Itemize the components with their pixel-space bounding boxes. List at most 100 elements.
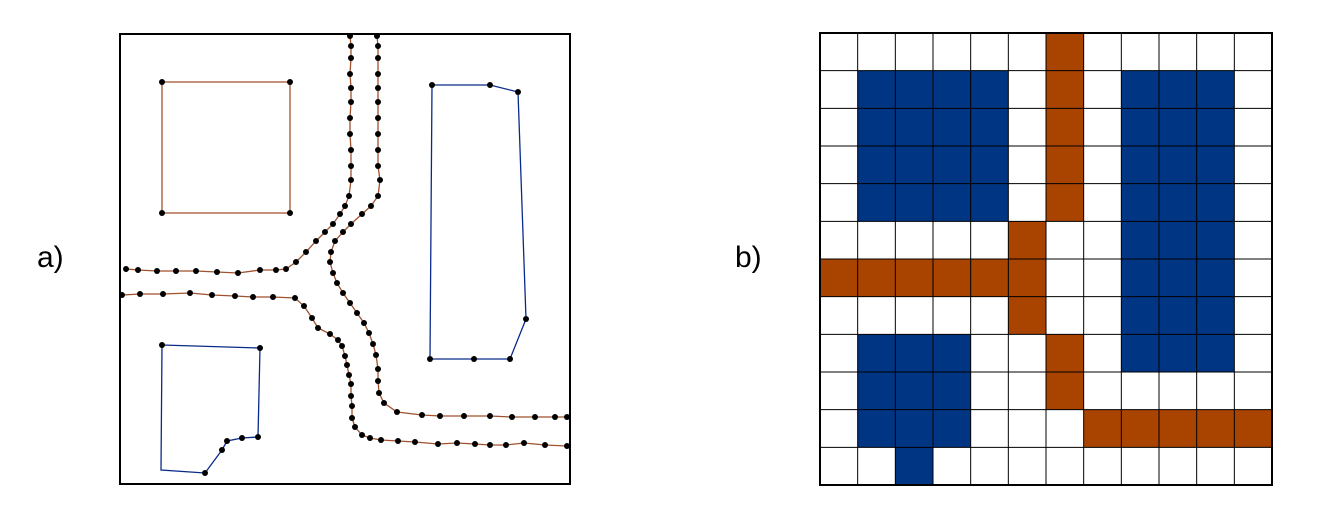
- empty-cell: [1234, 296, 1273, 335]
- empty-cell: [1046, 409, 1084, 448]
- vertex-point: [375, 366, 381, 372]
- vertex-point: [348, 43, 354, 49]
- empty-cell: [933, 221, 971, 260]
- vertex-point: [346, 193, 352, 199]
- empty-cell: [1234, 33, 1273, 71]
- building-cell: [1159, 334, 1197, 373]
- vertex-point: [378, 437, 384, 443]
- empty-cell: [1234, 259, 1273, 297]
- road-cell: [1046, 70, 1084, 109]
- building-cell: [1121, 70, 1160, 109]
- raster-grid-lines: [819, 32, 1273, 486]
- vertex-point: [349, 403, 355, 409]
- empty-cell: [1046, 259, 1084, 297]
- empty-cell: [857, 296, 896, 335]
- vertex-point: [137, 291, 143, 297]
- empty-cell: [1008, 409, 1047, 448]
- vertex-point: [250, 294, 256, 300]
- building-cell: [895, 447, 934, 486]
- vertex-point: [375, 147, 381, 153]
- empty-cell: [1159, 447, 1197, 486]
- vertex-point: [273, 267, 279, 273]
- vertex-point: [487, 413, 493, 419]
- empty-cell: [1234, 334, 1273, 373]
- vertex-point: [301, 303, 307, 309]
- building-cell: [857, 70, 896, 109]
- empty-cell: [933, 447, 971, 486]
- vertex-point: [123, 266, 129, 272]
- vertex-point: [293, 259, 299, 265]
- building-cell: [1159, 221, 1197, 260]
- building-cell: [933, 409, 971, 448]
- empty-cell: [820, 183, 858, 222]
- building-cell: [933, 183, 971, 222]
- vertex-point: [487, 442, 493, 448]
- empty-cell: [1234, 447, 1273, 486]
- vertex-point: [419, 412, 425, 418]
- building-cell: [857, 372, 896, 410]
- empty-cell: [820, 146, 858, 184]
- building-cell: [933, 372, 971, 410]
- empty-cell: [970, 334, 1009, 373]
- building-cell: [970, 146, 1009, 184]
- panel-label-a: a): [37, 241, 64, 274]
- vertex-point: [255, 434, 261, 440]
- vertex-point: [334, 280, 340, 286]
- vertex-point: [542, 442, 548, 448]
- vertex-point: [232, 293, 238, 299]
- empty-cell: [1008, 447, 1047, 486]
- road-cell: [1234, 409, 1273, 448]
- building-cell: [933, 334, 971, 373]
- vertex-point: [461, 413, 467, 419]
- empty-cell: [895, 221, 934, 260]
- road-cell: [1046, 146, 1084, 184]
- vertex-point: [348, 85, 354, 91]
- vertex-point: [270, 294, 276, 300]
- building-cell: [1196, 334, 1235, 373]
- vertex-point: [283, 266, 289, 272]
- building-cell: [1196, 183, 1235, 222]
- vertex-point: [159, 79, 165, 85]
- vertex-point: [375, 131, 381, 137]
- empty-cell: [857, 221, 896, 260]
- empty-cell: [857, 447, 896, 486]
- vertex-point: [322, 229, 328, 235]
- empty-cell: [895, 296, 934, 335]
- vertex-point: [339, 343, 345, 349]
- building-cell: [1121, 146, 1160, 184]
- empty-cell: [820, 33, 858, 71]
- vertex-point: [342, 203, 348, 209]
- vertex-point: [332, 238, 338, 244]
- road-cell: [1121, 409, 1160, 448]
- vertex-point: [209, 292, 215, 298]
- vertex-point: [348, 55, 354, 61]
- building-cell: [933, 108, 971, 147]
- empty-cell: [970, 296, 1009, 335]
- empty-cell: [1083, 447, 1122, 486]
- vertex-point: [352, 424, 358, 430]
- vertex-point: [330, 221, 336, 227]
- vertex-point: [359, 211, 365, 217]
- vertex-point: [348, 147, 354, 153]
- empty-cell: [970, 33, 1009, 71]
- building-cell: [1121, 334, 1160, 373]
- vertex-point: [370, 341, 376, 347]
- vertex-point: [552, 414, 558, 420]
- building-cell: [895, 334, 934, 373]
- building-cell: [895, 372, 934, 410]
- vector-features: [119, 33, 570, 476]
- vertex-point: [375, 85, 381, 91]
- vertex-point: [159, 342, 165, 348]
- vertex-point: [347, 131, 353, 137]
- vertex-point: [202, 470, 208, 476]
- empty-cell: [820, 108, 858, 147]
- raster-cells: [820, 33, 1273, 486]
- vertex-point: [330, 270, 336, 276]
- vertex-point: [347, 115, 353, 121]
- road-cell: [1008, 296, 1047, 335]
- building-cell: [1196, 70, 1235, 109]
- empty-cell: [820, 372, 858, 410]
- empty-cell: [1083, 296, 1122, 335]
